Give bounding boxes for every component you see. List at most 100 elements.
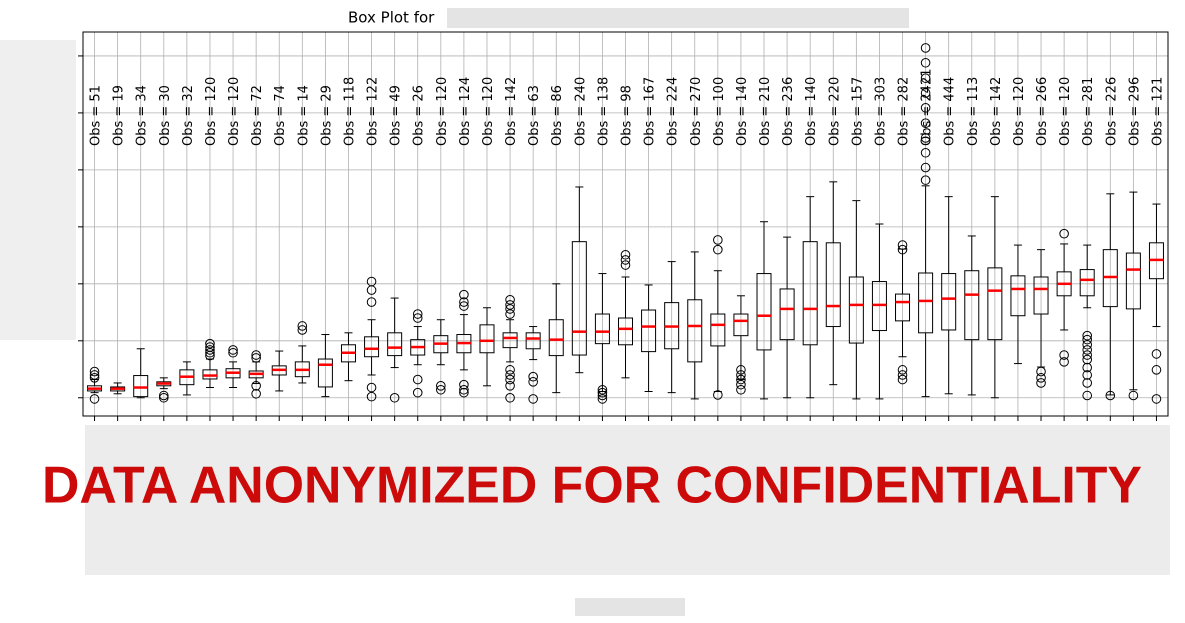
outlier <box>597 390 608 401</box>
outlier <box>1082 330 1093 341</box>
box <box>641 309 657 353</box>
outlier <box>366 297 377 307</box>
outlier <box>459 289 469 300</box>
outlier <box>89 394 100 404</box>
outlier <box>366 285 377 295</box>
box-group: Obs = 138 <box>594 77 611 404</box>
outlier <box>1082 362 1093 373</box>
outlier <box>920 175 931 185</box>
plot-area: Obs = 51 Obs = 19 Obs = 34 Obs = 30 Obs = 32… <box>78 31 1169 421</box>
outlier <box>366 391 377 402</box>
box-group: Obs = 282 <box>895 77 912 385</box>
box <box>548 319 564 357</box>
box-group: Obs = 142 <box>502 77 519 403</box>
obs-label: Obs = 236 <box>781 77 796 146</box>
box-group: Obs = 270 <box>687 77 704 400</box>
outlier <box>1082 370 1093 380</box>
outlier <box>920 43 931 53</box>
obs-label: Obs = 120 <box>204 77 219 146</box>
box-group: Obs = 157 <box>848 77 865 400</box>
obs-label: Obs = 86 <box>550 85 565 146</box>
outlier <box>505 365 515 375</box>
box-group: Obs = 26 <box>410 85 427 398</box>
obs-label: Obs = 100 <box>712 77 727 146</box>
outlier <box>89 370 100 380</box>
obs-label: Obs = 26 <box>412 85 427 146</box>
outlier <box>1082 354 1093 365</box>
box-group: Obs = 2421 <box>918 43 935 398</box>
obs-label: Obs = 281 <box>1081 77 1096 146</box>
outlier <box>459 301 469 311</box>
outlier <box>297 321 308 331</box>
obs-label: Obs = 120 <box>435 77 450 146</box>
outlier <box>436 381 446 391</box>
outlier <box>1082 378 1093 388</box>
obs-label: Obs = 444 <box>943 77 958 146</box>
outlier <box>1059 228 1069 239</box>
outlier <box>251 353 261 363</box>
box-group: Obs = 303 <box>871 77 888 400</box>
obs-label: Obs = 282 <box>897 77 912 146</box>
outlier <box>1036 366 1046 377</box>
outlier <box>505 374 515 385</box>
obs-label: Obs = 122 <box>366 77 381 146</box>
outlier <box>366 382 377 393</box>
box <box>802 241 818 346</box>
box-group: Obs = 240 <box>571 77 588 374</box>
outlier <box>1128 390 1139 401</box>
outlier <box>713 244 723 255</box>
outlier <box>597 394 608 404</box>
obs-label: Obs = 29 <box>319 85 334 146</box>
outlier <box>389 392 400 403</box>
outlier <box>528 394 538 404</box>
outlier <box>505 309 515 319</box>
watermark: DATA ANONYMIZED FOR CONFIDENTIALITY <box>42 457 1142 515</box>
box-group: Obs = 281 <box>1079 77 1096 401</box>
outlier <box>920 88 931 98</box>
outlier <box>505 304 515 314</box>
outlier <box>505 300 515 310</box>
box <box>133 375 149 398</box>
box-group: Obs = 142 <box>987 77 1004 399</box>
box-group: Obs = 98 <box>618 85 635 379</box>
box-group: Obs = 124 <box>456 77 473 398</box>
box-group: Obs = 120 <box>202 77 219 389</box>
outlier <box>620 249 631 260</box>
obs-label: Obs = 120 <box>1012 77 1027 146</box>
outlier <box>1151 349 1162 359</box>
outlier <box>251 388 261 399</box>
box-group: Obs = 120 <box>1056 77 1073 367</box>
outlier <box>89 373 100 383</box>
outlier <box>1151 394 1162 404</box>
box <box>1125 252 1141 310</box>
box-group: Obs = 210 <box>756 77 773 400</box>
outlier <box>412 309 423 319</box>
obs-label: Obs = 120 <box>481 77 496 146</box>
box <box>525 332 541 350</box>
box <box>848 276 864 344</box>
obs-label: Obs = 296 <box>1127 77 1142 146</box>
outlier <box>205 350 215 361</box>
outlier <box>620 260 631 270</box>
obs-label: Obs = 121 <box>1150 77 1165 146</box>
outlier <box>505 370 515 380</box>
obs-label: Obs = 2421 <box>920 69 935 147</box>
outlier <box>920 57 931 68</box>
box <box>364 336 380 358</box>
outlier <box>920 133 931 143</box>
box <box>502 332 518 349</box>
outlier <box>736 384 746 395</box>
plot-frame <box>82 31 1169 417</box>
outlier <box>1082 334 1093 345</box>
obs-label: Obs = 51 <box>89 85 104 146</box>
box <box>317 358 333 388</box>
outlier <box>920 73 931 83</box>
obs-label: Obs = 167 <box>643 77 658 146</box>
outlier <box>459 297 469 307</box>
obs-label: Obs = 34 <box>135 85 150 146</box>
outlier <box>205 347 215 358</box>
outlier <box>205 345 215 355</box>
obs-label: Obs = 210 <box>758 77 773 146</box>
